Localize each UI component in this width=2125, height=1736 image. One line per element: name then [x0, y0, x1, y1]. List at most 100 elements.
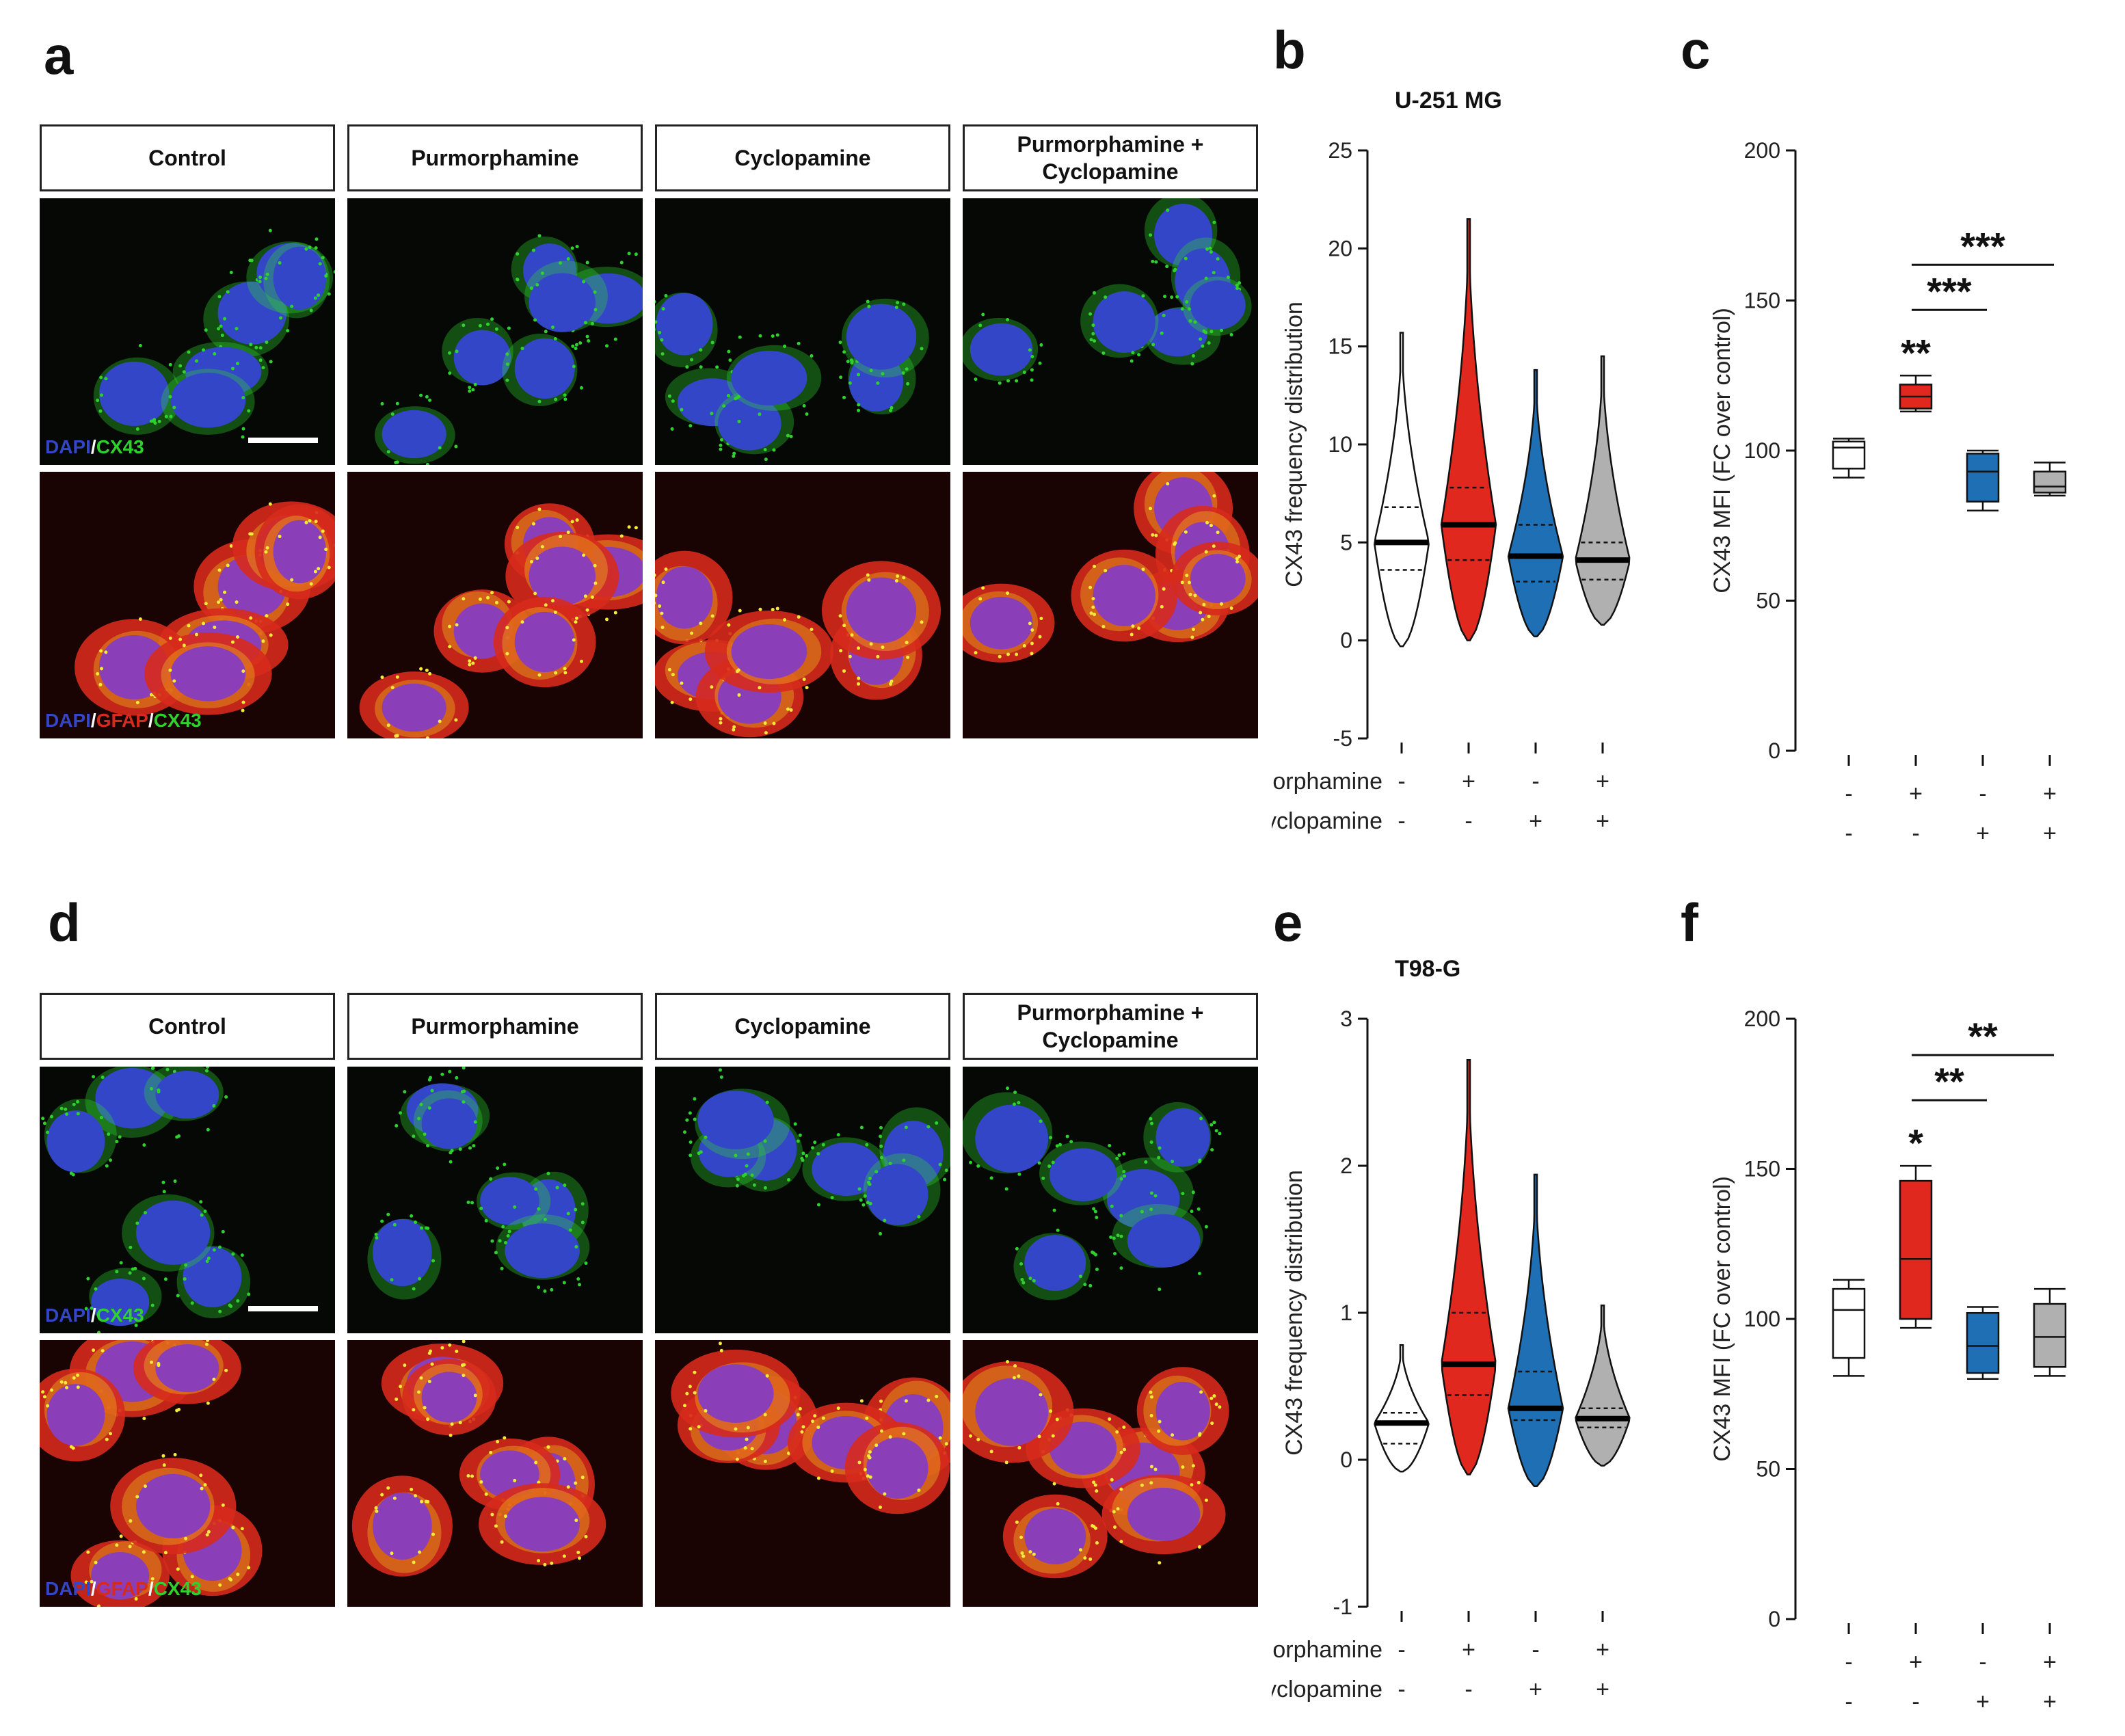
cx43-puncta	[153, 421, 157, 425]
cx43-puncta	[821, 1143, 825, 1147]
y-tick-label: 50	[1756, 589, 1780, 613]
micrograph-canvas	[963, 472, 1258, 738]
cx43-puncta	[104, 377, 108, 381]
cx43-puncta	[1140, 1210, 1144, 1214]
cx43-puncta	[109, 1432, 113, 1436]
cx43-puncta	[857, 403, 861, 407]
cx43-puncta	[848, 381, 852, 385]
cx43-puncta	[489, 1177, 493, 1181]
cx43-puncta	[1123, 1447, 1127, 1452]
cx43-puncta	[231, 1252, 235, 1256]
cx43-puncta	[1212, 494, 1216, 498]
stain-label-part: CX43	[96, 1305, 144, 1326]
cx43-puncta	[105, 1164, 109, 1168]
cx43-puncta	[1209, 330, 1214, 334]
stain-label-part: DAPI	[45, 710, 91, 731]
cell-nucleus	[697, 1364, 774, 1423]
treatment-sign: -	[1398, 1637, 1405, 1663]
treatment-sign: +	[1596, 769, 1609, 794]
cx43-puncta	[380, 676, 384, 680]
cx43-puncta	[426, 1144, 430, 1148]
cx43-puncta	[699, 348, 703, 352]
cx43-puncta	[1171, 1433, 1175, 1437]
cx43-puncta	[418, 1550, 422, 1554]
cx43-puncta	[229, 544, 233, 548]
cx43-puncta	[1191, 354, 1195, 358]
cell-nucleus	[46, 1110, 105, 1173]
cx43-puncta	[176, 1567, 180, 1571]
cx43-puncta	[65, 1386, 69, 1390]
cx43-puncta	[583, 321, 587, 325]
treatment-sign: -	[1532, 1637, 1539, 1663]
cx43-puncta	[1015, 652, 1019, 656]
cx43-puncta	[504, 1240, 508, 1244]
violin-body	[1575, 1305, 1631, 1467]
cx43-puncta	[732, 725, 736, 729]
cx43-puncta	[226, 563, 230, 567]
cx43-puncta	[867, 578, 871, 582]
micrograph-canvas	[40, 472, 335, 738]
cx43-puncta	[1032, 1279, 1036, 1283]
cx43-puncta	[584, 1261, 588, 1265]
cx43-puncta	[1012, 1102, 1016, 1106]
cx43-puncta	[1006, 379, 1011, 383]
cx43-puncta	[423, 1132, 427, 1136]
cx43-puncta	[278, 535, 282, 539]
cx43-puncta	[850, 360, 854, 364]
cx43-puncta	[1149, 1414, 1153, 1418]
y-axis-label: CX43 frequency distribution	[1281, 1170, 1307, 1456]
treatment-sign: -	[1398, 1677, 1405, 1702]
cx43-puncta	[1226, 276, 1230, 280]
micrograph-canvas	[963, 1340, 1258, 1607]
cx43-puncta	[392, 1496, 397, 1500]
cx43-puncta	[734, 1427, 738, 1431]
cx43-puncta	[566, 257, 570, 261]
cx43-puncta	[732, 727, 736, 732]
condition-header: Purmorphamine	[347, 993, 643, 1060]
cx43-puncta	[563, 667, 567, 671]
cx43-puncta	[173, 1453, 177, 1457]
cx43-puncta	[468, 1146, 472, 1150]
cx43-puncta	[926, 1125, 931, 1129]
cx43-puncta	[427, 1379, 431, 1383]
cx43-puncta	[380, 402, 384, 406]
cell-nucleus	[421, 1098, 477, 1149]
stain-label: DAPI/GFAP/CX43	[45, 710, 202, 732]
cx43-puncta	[507, 1229, 511, 1233]
cx43-puncta	[403, 1363, 407, 1367]
cx43-puncta	[428, 671, 432, 676]
cx43-puncta	[41, 1117, 45, 1121]
cx43-puncta	[1207, 615, 1211, 619]
treatment-sign: +	[1529, 808, 1542, 834]
cx43-puncta	[935, 1121, 939, 1125]
cx43-puncta	[1122, 1425, 1126, 1429]
treatment-sign: +	[1596, 1677, 1609, 1702]
cx43-puncta	[204, 328, 208, 332]
cx43-puncta	[1202, 602, 1206, 606]
cx43-puncta	[1190, 362, 1194, 366]
cx43-puncta	[204, 1342, 209, 1346]
cx43-puncta	[763, 1186, 767, 1190]
micrograph-canvas	[40, 198, 335, 465]
cx43-puncta	[685, 1391, 689, 1396]
cx43-puncta	[386, 1486, 390, 1490]
cx43-puncta	[1052, 1208, 1056, 1212]
stain-label-part: DAPI	[45, 1578, 91, 1599]
treatment-row-label: Cyclopamine	[1272, 1677, 1382, 1702]
cx43-puncta	[531, 522, 535, 526]
cx43-puncta	[555, 1186, 559, 1190]
cx43-puncta	[448, 371, 452, 375]
cell-nucleus	[731, 624, 807, 680]
cx43-puncta	[578, 1283, 582, 1287]
cx43-puncta	[582, 553, 586, 557]
cx43-puncta	[380, 1493, 384, 1497]
micrograph-merge	[963, 1340, 1258, 1607]
cx43-puncta	[290, 578, 294, 582]
cx43-puncta	[896, 574, 900, 578]
cx43-puncta	[998, 381, 1002, 385]
cx43-puncta	[265, 614, 269, 618]
cx43-puncta	[235, 600, 239, 604]
violin-chart-b: -5 0 5 10 15 20 25 CX43 frequency distribution -…	[1272, 88, 1631, 834]
cx43-puncta	[264, 276, 268, 280]
treatment-sign: -	[1465, 808, 1472, 834]
